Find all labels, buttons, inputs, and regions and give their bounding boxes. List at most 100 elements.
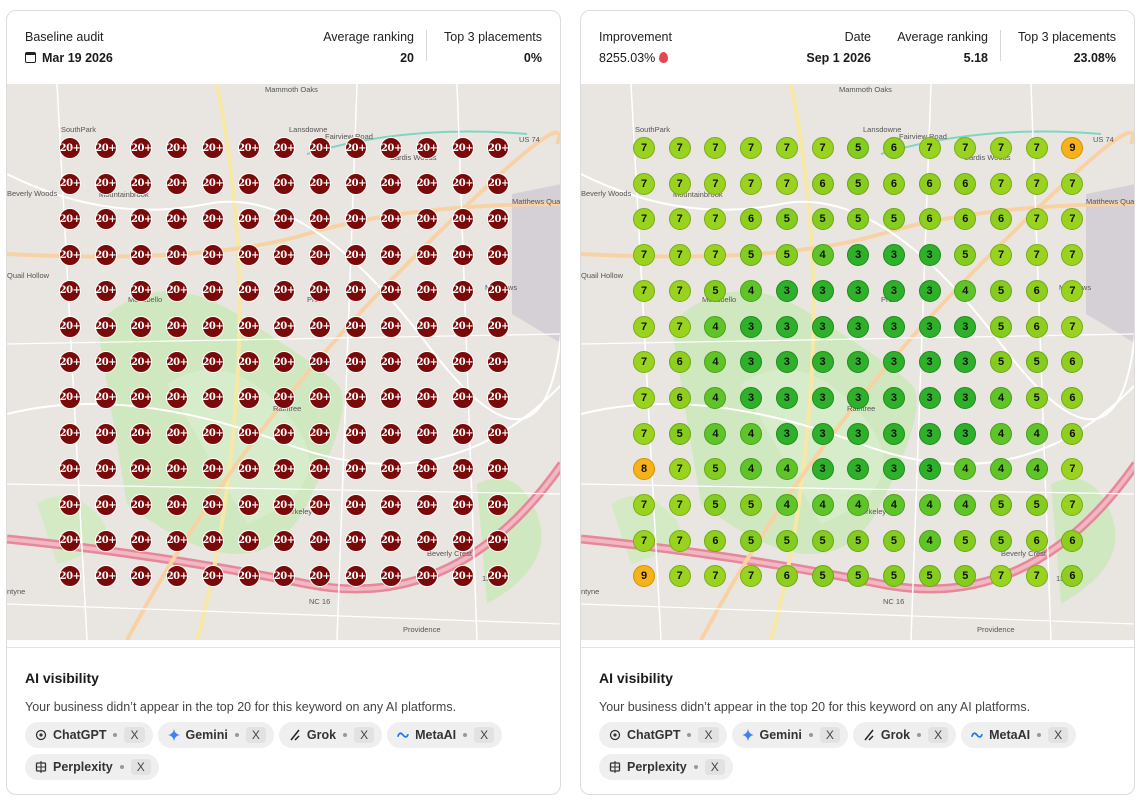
- rank-pin[interactable]: 20+: [416, 208, 438, 231]
- rank-pin[interactable]: 5: [847, 565, 870, 588]
- rank-pin[interactable]: 3: [847, 244, 870, 267]
- rank-pin[interactable]: 6: [668, 351, 691, 374]
- rank-pin[interactable]: 20+: [201, 315, 224, 338]
- rank-pin[interactable]: 4: [990, 458, 1012, 481]
- rank-pin[interactable]: 7: [918, 137, 941, 159]
- rank-pin[interactable]: 6: [1061, 386, 1084, 409]
- rank-pin[interactable]: 20+: [273, 315, 296, 338]
- rank-pin[interactable]: 4: [1025, 458, 1048, 481]
- rank-pin[interactable]: 20+: [237, 244, 260, 267]
- rank-pin[interactable]: 3: [847, 458, 870, 481]
- rank-pin[interactable]: 20+: [308, 494, 331, 516]
- rank-pin[interactable]: 20+: [201, 172, 224, 195]
- rank-pin[interactable]: 20+: [380, 494, 403, 516]
- rank-pin[interactable]: 20+: [237, 137, 260, 159]
- rank-pin[interactable]: 3: [882, 422, 905, 445]
- rank-pin[interactable]: 20+: [273, 529, 296, 552]
- rank-pin[interactable]: 20+: [59, 529, 81, 552]
- rank-pin[interactable]: 7: [633, 137, 655, 159]
- rank-pin[interactable]: 20+: [380, 351, 403, 374]
- rank-pin[interactable]: 20+: [59, 208, 81, 231]
- rank-pin[interactable]: 20+: [487, 565, 510, 588]
- rank-pin[interactable]: 20+: [416, 244, 438, 267]
- rank-pin[interactable]: 5: [990, 494, 1012, 516]
- rank-pin[interactable]: 20+: [130, 244, 153, 267]
- rank-pin[interactable]: 20+: [451, 208, 474, 231]
- rank-pin[interactable]: 5: [811, 208, 834, 231]
- rank-pin[interactable]: 20+: [308, 208, 331, 231]
- rank-pin[interactable]: 20+: [451, 351, 474, 374]
- rank-pin[interactable]: 5: [847, 529, 870, 552]
- rank-pin[interactable]: 5: [954, 529, 977, 552]
- rank-pin[interactable]: 5: [1025, 494, 1048, 516]
- rank-pin[interactable]: 20+: [451, 386, 474, 409]
- rank-pin[interactable]: 3: [811, 422, 834, 445]
- rank-pin[interactable]: 20+: [201, 458, 224, 481]
- rank-pin[interactable]: 20+: [451, 137, 474, 159]
- rank-pin[interactable]: 20+: [166, 315, 189, 338]
- rank-pin[interactable]: 20+: [487, 172, 510, 195]
- rank-pin[interactable]: 20+: [380, 458, 403, 481]
- rank-pin[interactable]: 7: [633, 386, 655, 409]
- rank-pin[interactable]: 4: [918, 494, 941, 516]
- rank-pin[interactable]: 20+: [308, 244, 331, 267]
- rank-pin[interactable]: 4: [882, 494, 905, 516]
- rank-pin[interactable]: 7: [740, 172, 763, 195]
- rank-pin[interactable]: 3: [775, 315, 798, 338]
- rank-pin[interactable]: 5: [775, 208, 798, 231]
- rank-pin[interactable]: 20+: [166, 529, 189, 552]
- rank-pin[interactable]: 3: [918, 422, 941, 445]
- rank-pin[interactable]: 20+: [130, 137, 153, 159]
- rank-pin[interactable]: 6: [740, 208, 763, 231]
- rank-pin[interactable]: 20+: [308, 386, 331, 409]
- rank-pin[interactable]: 20+: [380, 279, 403, 302]
- rank-pin[interactable]: 20+: [344, 422, 367, 445]
- rank-pin[interactable]: 3: [811, 279, 834, 302]
- rank-pin[interactable]: 3: [740, 315, 763, 338]
- rank-pin[interactable]: 20+: [94, 494, 117, 516]
- rank-pin[interactable]: 4: [740, 458, 763, 481]
- rank-pin[interactable]: 3: [918, 244, 941, 267]
- rank-pin[interactable]: 20+: [94, 315, 117, 338]
- rank-pin[interactable]: 20+: [487, 315, 510, 338]
- rank-pin[interactable]: 6: [1061, 565, 1084, 588]
- rank-pin[interactable]: 20+: [94, 279, 117, 302]
- rank-pin[interactable]: 6: [882, 172, 905, 195]
- rank-pin[interactable]: 20+: [416, 137, 438, 159]
- rank-pin[interactable]: 3: [954, 386, 977, 409]
- rank-pin[interactable]: 20+: [344, 172, 367, 195]
- rank-pin[interactable]: 20+: [94, 565, 117, 588]
- rank-pin[interactable]: 3: [882, 279, 905, 302]
- rank-pin[interactable]: 7: [775, 137, 798, 159]
- rank-pin[interactable]: 20+: [273, 494, 296, 516]
- rank-pin[interactable]: 20+: [308, 565, 331, 588]
- rank-pin[interactable]: 3: [882, 351, 905, 374]
- rank-pin[interactable]: 7: [740, 565, 763, 588]
- rank-pin[interactable]: 7: [990, 137, 1012, 159]
- rank-pin[interactable]: 20+: [237, 172, 260, 195]
- rank-pin[interactable]: 7: [954, 137, 977, 159]
- rank-pin[interactable]: 20+: [130, 422, 153, 445]
- rank-pin[interactable]: 20+: [273, 137, 296, 159]
- rank-pin[interactable]: 20+: [130, 529, 153, 552]
- rank-pin[interactable]: 20+: [94, 529, 117, 552]
- rank-pin[interactable]: 6: [1061, 422, 1084, 445]
- rank-pin[interactable]: 3: [811, 315, 834, 338]
- rank-pin[interactable]: 20+: [59, 494, 81, 516]
- rank-pin[interactable]: 5: [847, 208, 870, 231]
- rank-pin[interactable]: 6: [918, 208, 941, 231]
- rank-pin[interactable]: 20+: [273, 386, 296, 409]
- rank-pin[interactable]: 3: [847, 315, 870, 338]
- rank-pin[interactable]: 5: [882, 208, 905, 231]
- rank-pin[interactable]: 5: [811, 565, 834, 588]
- rank-pin[interactable]: 3: [775, 351, 798, 374]
- rank-pin[interactable]: 7: [740, 137, 763, 159]
- rank-pin[interactable]: 5: [740, 494, 763, 516]
- rank-pin[interactable]: 20+: [59, 386, 81, 409]
- rank-pin[interactable]: 4: [704, 315, 727, 338]
- rank-pin[interactable]: 5: [704, 494, 727, 516]
- rank-pin[interactable]: 3: [847, 422, 870, 445]
- rank-pin[interactable]: 7: [1061, 315, 1084, 338]
- rank-pin[interactable]: 4: [954, 494, 977, 516]
- rank-pin[interactable]: 5: [918, 565, 941, 588]
